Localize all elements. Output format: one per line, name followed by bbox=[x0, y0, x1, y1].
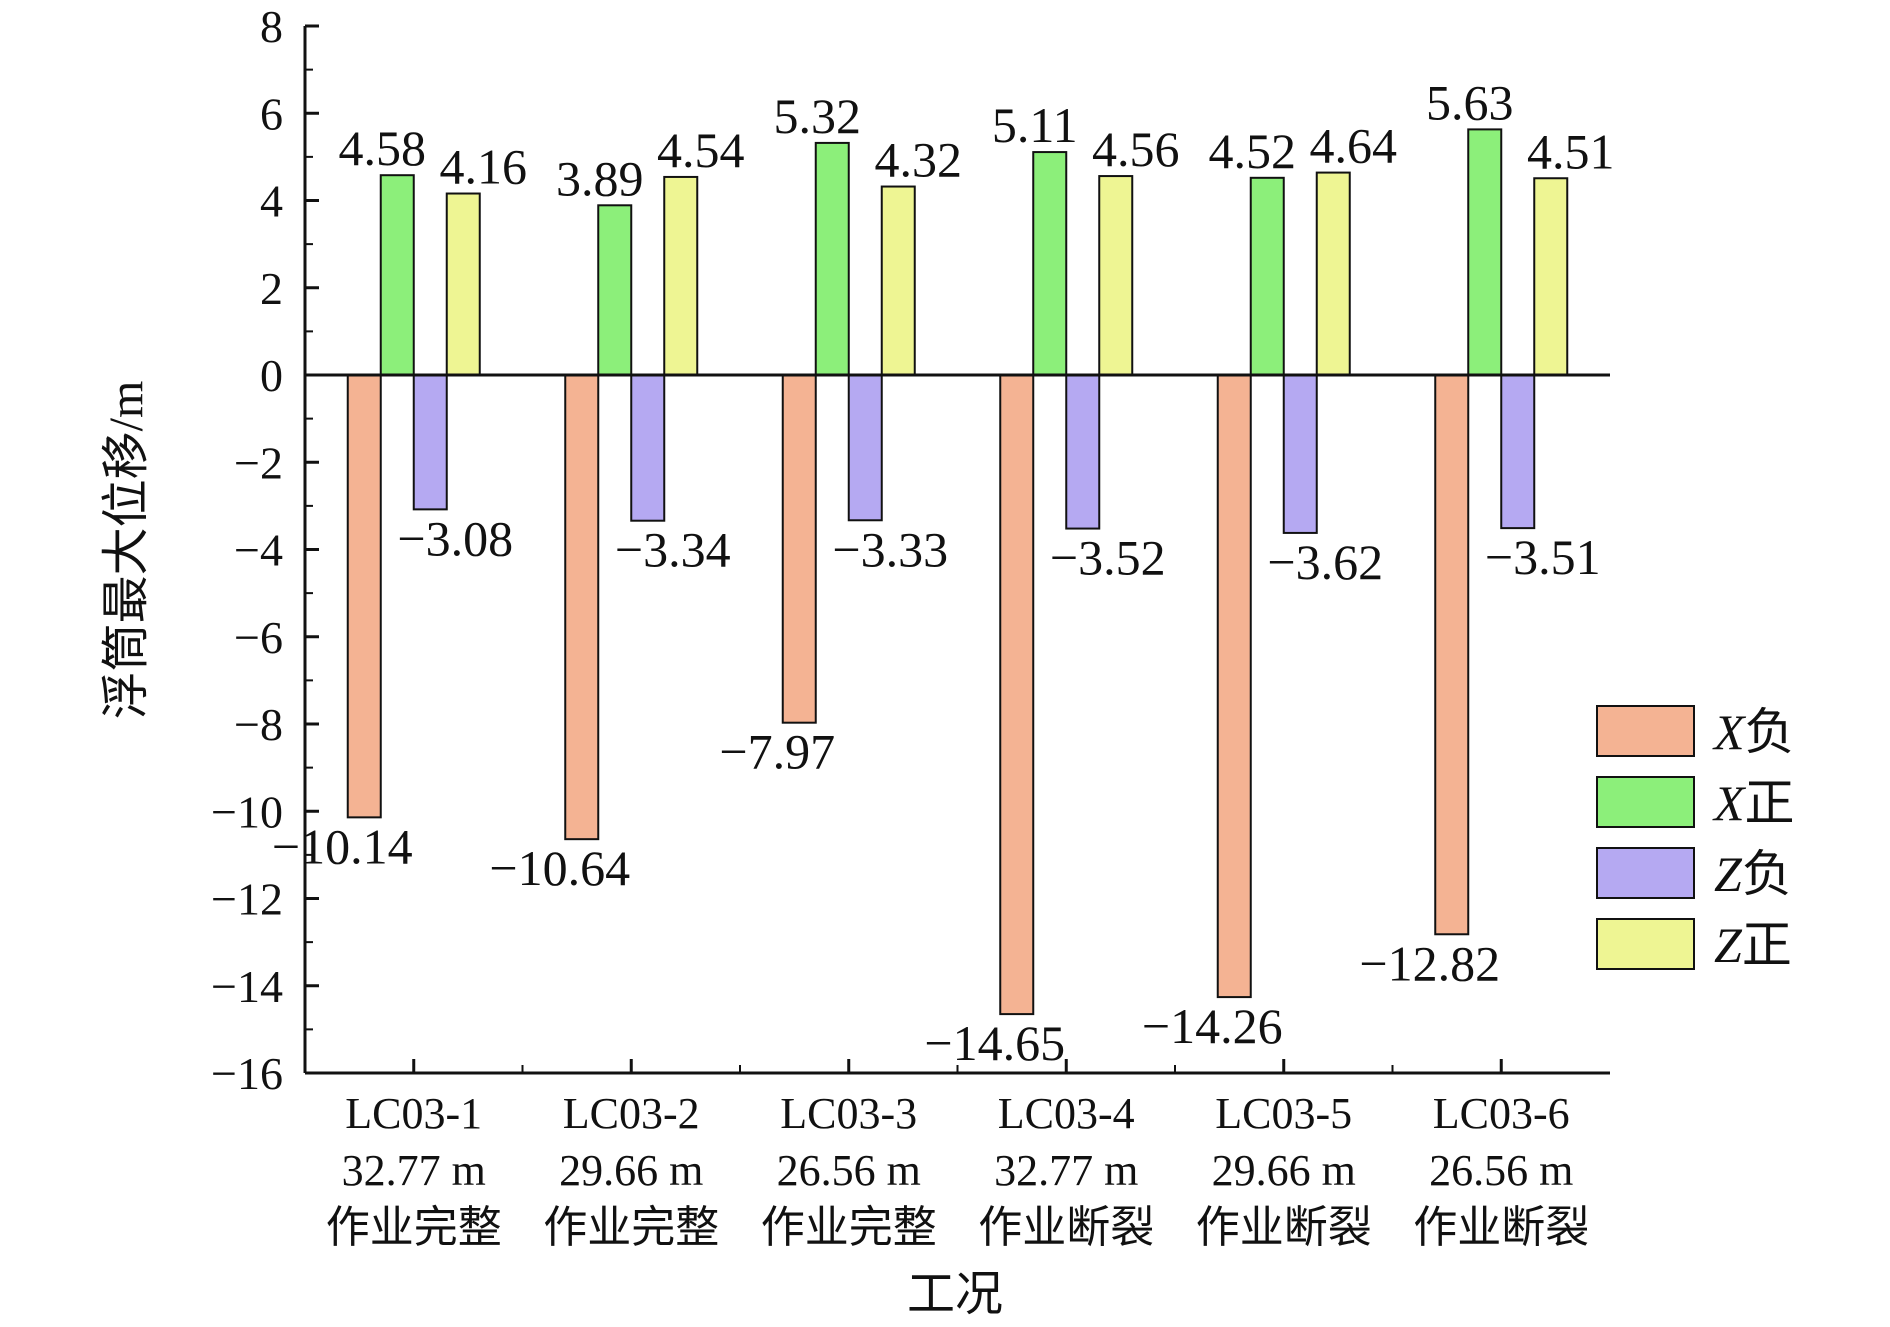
data-label-5-3: −3.62 bbox=[1267, 534, 1383, 590]
data-label-6-2: 5.63 bbox=[1426, 74, 1514, 130]
data-label-3-3: −3.33 bbox=[832, 521, 948, 577]
category-label-2-line-3: 作业完整 bbox=[543, 1203, 719, 1252]
bar-x-pos-4 bbox=[1032, 151, 1068, 376]
category-label-3-line-3: 作业完整 bbox=[761, 1203, 937, 1252]
category-label-4-line-1: LC03-4 bbox=[998, 1089, 1135, 1138]
data-label-3-4: 4.32 bbox=[875, 132, 963, 188]
category-label-5-line-1: LC03-5 bbox=[1215, 1089, 1352, 1138]
legend: X负 X正 Z负 Z正 bbox=[1596, 704, 1795, 973]
bars-group bbox=[346, 128, 1569, 1016]
category-label-6-line-2: 26.56 m bbox=[1429, 1146, 1573, 1195]
bar-z-neg-2 bbox=[630, 374, 666, 522]
y-tick-label-9: −8 bbox=[234, 699, 283, 750]
y-tick-label-11: −12 bbox=[211, 874, 283, 925]
bar-z-neg-5 bbox=[1282, 374, 1318, 534]
data-label-4-3: −3.52 bbox=[1050, 530, 1166, 586]
category-label-1-line-2: 32.77 m bbox=[342, 1146, 486, 1195]
data-label-1-1: −10.14 bbox=[272, 818, 413, 874]
data-label-5-2: 4.52 bbox=[1209, 123, 1297, 179]
legend-swatch-4 bbox=[1596, 918, 1695, 970]
x-axis-title: 工况 bbox=[907, 1268, 1003, 1321]
bar-x-pos-2 bbox=[597, 204, 633, 376]
y-tick-label-6: −2 bbox=[234, 437, 283, 488]
data-labels-group: −10.14 4.58 −3.08 4.16 −10.64 3.89 −3.34 4.54 −7… bbox=[272, 74, 1615, 1071]
category-label-4-line-2: 32.77 m bbox=[994, 1146, 1138, 1195]
bar-z-pos-2 bbox=[663, 175, 699, 376]
data-label-4-4: 4.56 bbox=[1092, 121, 1180, 177]
bar-z-pos-1 bbox=[445, 192, 481, 376]
legend-swatch-1 bbox=[1596, 705, 1695, 757]
y-tick-label-3: 4 bbox=[260, 176, 283, 227]
axes-group: 8 6 4 2 0 −2 −4 −6 −8 −10 −12 −14 −16 bbox=[211, 1, 1610, 1099]
category-label-6-line-3: 作业断裂 bbox=[1413, 1203, 1589, 1252]
data-label-2-4: 4.54 bbox=[657, 122, 745, 178]
legend-label-1: X负 bbox=[1712, 704, 1795, 760]
bar-z-neg-4 bbox=[1065, 374, 1101, 530]
data-label-4-1: −14.65 bbox=[924, 1015, 1065, 1071]
category-label-2-line-1: LC03-2 bbox=[563, 1089, 700, 1138]
data-label-2-3: −3.34 bbox=[615, 522, 731, 578]
y-tick-label-2: 6 bbox=[260, 88, 283, 139]
category-label-5-line-3: 作业断裂 bbox=[1196, 1203, 1372, 1252]
data-label-3-2: 5.32 bbox=[774, 88, 862, 144]
legend-swatch-2 bbox=[1596, 776, 1695, 828]
y-tick-label-12: −14 bbox=[211, 961, 283, 1012]
legend-label-2: X正 bbox=[1712, 775, 1795, 831]
bar-x-pos-3 bbox=[814, 141, 850, 376]
bar-z-neg-1 bbox=[412, 374, 448, 511]
bar-z-pos-6 bbox=[1533, 177, 1569, 376]
bar-x-neg-5 bbox=[1216, 374, 1252, 999]
y-tick-label-5: 0 bbox=[260, 350, 283, 401]
y-tick-label-7: −4 bbox=[234, 525, 283, 576]
y-axis-title: 浮筒最大位移/m bbox=[100, 381, 153, 720]
legend-label-4: Z正 bbox=[1714, 917, 1792, 973]
data-label-6-4: 4.51 bbox=[1527, 123, 1615, 179]
data-label-1-3: −3.08 bbox=[397, 510, 513, 566]
legend-label-3: Z负 bbox=[1714, 846, 1792, 902]
data-label-5-4: 4.64 bbox=[1310, 118, 1398, 174]
bar-x-pos-6 bbox=[1467, 128, 1503, 376]
bar-z-pos-4 bbox=[1098, 175, 1134, 376]
bar-x-pos-5 bbox=[1249, 176, 1285, 376]
data-label-1-4: 4.16 bbox=[440, 139, 528, 195]
category-label-1-line-1: LC03-1 bbox=[345, 1089, 482, 1138]
category-label-2-line-2: 29.66 m bbox=[559, 1146, 703, 1195]
category-label-3-line-1: LC03-3 bbox=[780, 1089, 917, 1138]
data-label-1-2: 4.58 bbox=[339, 120, 427, 176]
bar-x-neg-4 bbox=[999, 374, 1035, 1016]
y-tick-label-10: −10 bbox=[211, 786, 283, 837]
category-label-4-line-3: 作业断裂 bbox=[978, 1203, 1154, 1252]
data-label-2-2: 3.89 bbox=[556, 150, 644, 206]
category-label-1-line-3: 作业完整 bbox=[326, 1203, 502, 1252]
data-label-2-1: −10.64 bbox=[489, 840, 630, 896]
bar-z-pos-5 bbox=[1315, 171, 1351, 376]
data-label-6-1: −12.82 bbox=[1359, 935, 1500, 991]
y-tick-label-1: 8 bbox=[260, 1, 283, 52]
category-label-6-line-1: LC03-6 bbox=[1433, 1089, 1570, 1138]
data-label-4-2: 5.11 bbox=[992, 97, 1078, 153]
bar-z-neg-3 bbox=[847, 374, 883, 522]
data-label-5-1: −14.26 bbox=[1142, 998, 1283, 1054]
bar-x-neg-6 bbox=[1434, 374, 1470, 936]
y-tick-label-8: −6 bbox=[234, 612, 283, 663]
bar-x-pos-1 bbox=[379, 174, 415, 376]
category-labels-group: LC03-1 32.77 m 作业完整 LC03-2 29.66 m 作业完整 LC03-3… bbox=[326, 1089, 1590, 1252]
bar-z-pos-3 bbox=[880, 185, 916, 376]
data-label-6-3: −3.51 bbox=[1485, 529, 1601, 585]
y-tick-label-13: −16 bbox=[211, 1048, 283, 1099]
legend-swatch-3 bbox=[1596, 847, 1695, 899]
bar-x-neg-2 bbox=[564, 374, 600, 841]
y-tick-label-4: 2 bbox=[260, 263, 283, 314]
category-label-3-line-2: 26.56 m bbox=[777, 1146, 921, 1195]
bar-x-neg-3 bbox=[781, 374, 817, 724]
bar-z-neg-6 bbox=[1500, 374, 1536, 530]
category-label-5-line-2: 29.66 m bbox=[1212, 1146, 1356, 1195]
bar-x-neg-1 bbox=[346, 374, 382, 819]
data-label-3-1: −7.97 bbox=[719, 724, 835, 780]
